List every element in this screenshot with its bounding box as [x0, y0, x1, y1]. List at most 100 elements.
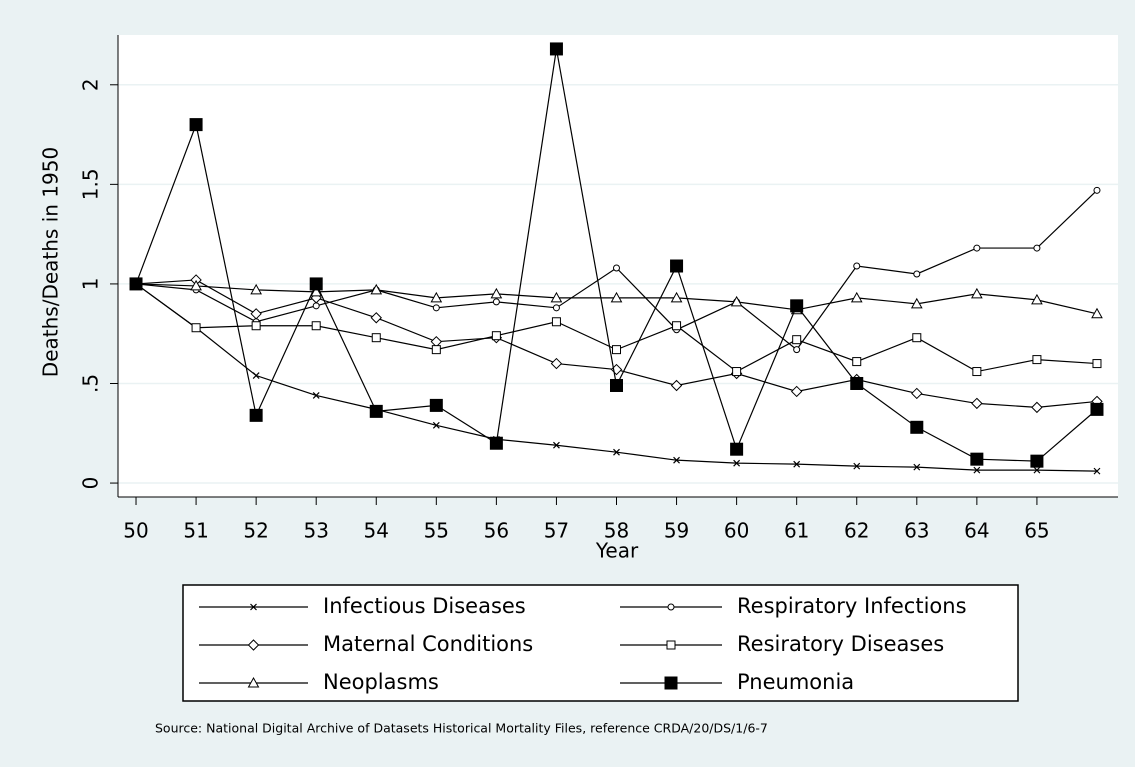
- marker: [730, 442, 744, 456]
- marker: [1091, 307, 1103, 319]
- y-axis-label: Deaths/Deaths in 1950: [39, 147, 63, 377]
- marker: [311, 321, 321, 331]
- marker: [792, 335, 802, 345]
- marker: [790, 299, 804, 313]
- marker: [672, 321, 682, 331]
- marker: [910, 420, 924, 434]
- x-tick-label: 52: [243, 519, 268, 543]
- y-tick-label: 1: [79, 278, 103, 291]
- marker: [973, 466, 981, 474]
- marker: [312, 302, 320, 310]
- marker: [431, 345, 441, 355]
- marker: [1033, 466, 1041, 474]
- x-tick-label: 59: [664, 519, 689, 543]
- marker: [670, 259, 684, 273]
- legend-label: Neoplasms: [323, 670, 439, 694]
- marker: [850, 376, 864, 390]
- marker: [250, 308, 262, 320]
- marker: [1093, 186, 1101, 194]
- marker: [611, 345, 621, 355]
- x-axis-label: Year: [595, 539, 639, 563]
- marker: [664, 676, 678, 690]
- legend-label: Infectious Diseases: [323, 594, 526, 618]
- marker: [553, 441, 560, 449]
- marker: [249, 408, 263, 422]
- marker: [491, 331, 501, 341]
- marker: [190, 279, 202, 291]
- marker: [613, 448, 620, 456]
- marker: [850, 291, 863, 303]
- marker: [1093, 467, 1101, 475]
- marker: [551, 317, 561, 327]
- marker: [552, 304, 560, 312]
- marker: [667, 603, 675, 611]
- marker: [1030, 454, 1044, 468]
- marker: [670, 291, 683, 303]
- marker: [369, 404, 383, 418]
- legend-label: Maternal Conditions: [323, 632, 533, 656]
- marker: [973, 244, 981, 252]
- marker: [790, 385, 803, 398]
- marker: [371, 333, 381, 343]
- y-tick-label: 0: [79, 477, 103, 490]
- marker: [432, 304, 440, 312]
- marker: [971, 287, 983, 299]
- x-tick-label: 58: [604, 519, 629, 543]
- legend-label: Pneumonia: [737, 670, 854, 694]
- x-tick-label: 63: [904, 519, 929, 543]
- y-tick-label: .5: [79, 374, 103, 393]
- marker: [853, 262, 861, 270]
- marker: [309, 277, 323, 291]
- x-tick-label: 50: [123, 519, 148, 543]
- x-tick-label: 54: [364, 519, 389, 543]
- marker: [730, 295, 743, 307]
- x-tick-label: 62: [844, 519, 869, 543]
- marker: [129, 277, 143, 291]
- marker: [1092, 359, 1102, 369]
- marker: [370, 283, 383, 295]
- marker: [670, 379, 683, 392]
- marker: [852, 357, 862, 367]
- marker: [189, 118, 203, 132]
- marker: [911, 387, 923, 400]
- marker: [430, 291, 443, 303]
- legend: [182, 584, 1019, 702]
- marker: [1031, 293, 1043, 305]
- marker: [489, 436, 503, 450]
- x-tick-label: 60: [724, 519, 749, 543]
- marker: [732, 367, 742, 377]
- marker: [972, 367, 982, 377]
- marker: [912, 333, 922, 343]
- marker: [853, 462, 861, 470]
- marker: [251, 321, 261, 331]
- x-tick-label: 56: [484, 519, 509, 543]
- x-tick-label: 51: [183, 519, 208, 543]
- marker: [913, 463, 921, 471]
- marker: [310, 285, 323, 297]
- x-tick-label: 61: [784, 519, 809, 543]
- y-tick-label: 2: [79, 78, 103, 91]
- legend-label: Respiratory Infections: [737, 594, 967, 618]
- marker: [432, 421, 440, 429]
- marker: [609, 378, 623, 392]
- marker: [490, 287, 503, 299]
- x-tick-label: 57: [544, 519, 569, 543]
- marker: [252, 372, 260, 379]
- x-tick-label: 64: [964, 519, 989, 543]
- y-tick-label: 1.5: [79, 168, 103, 200]
- marker: [1032, 355, 1042, 365]
- marker: [793, 460, 801, 468]
- marker: [793, 346, 801, 354]
- marker: [913, 270, 921, 278]
- marker: [492, 298, 500, 306]
- marker: [971, 397, 983, 410]
- marker: [910, 297, 923, 309]
- marker: [673, 456, 680, 464]
- x-tick-label: 65: [1024, 519, 1049, 543]
- marker: [250, 283, 262, 295]
- marker: [733, 459, 741, 467]
- marker: [549, 42, 563, 56]
- legend-label: Resiratory Diseases: [737, 632, 944, 656]
- x-tick-label: 55: [424, 519, 449, 543]
